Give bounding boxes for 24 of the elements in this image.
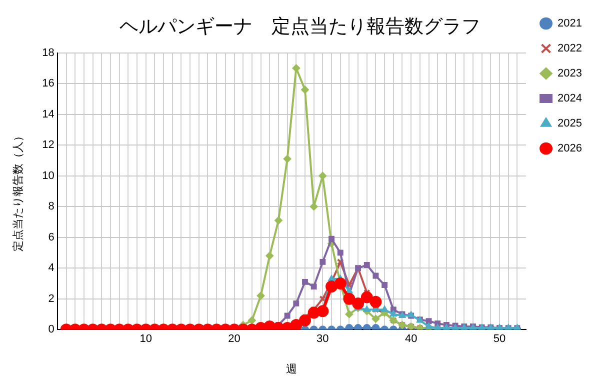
y-tick-label: 18 — [42, 46, 54, 59]
chart-title: ヘルパンギーナ 定点当たり報告数グラフ — [120, 16, 480, 38]
legend-label: 2025 — [558, 118, 582, 130]
legend-label: 2024 — [558, 92, 582, 105]
x-tick-label: 50 — [493, 333, 506, 346]
y-tick-label: 16 — [42, 78, 54, 90]
x-tick-label: 30 — [316, 333, 329, 346]
y-tick-label: 10 — [42, 170, 54, 182]
y-tick-label: 2 — [48, 292, 54, 305]
y-tick-label: 0 — [48, 324, 54, 336]
y-tick-label: 6 — [48, 231, 54, 244]
y-tick-label: 12 — [42, 139, 54, 152]
legend-label: 2021 — [558, 18, 582, 30]
x-tick-label: 40 — [404, 333, 418, 346]
x-tick-label: 20 — [228, 333, 240, 346]
x-tick-label: 10 — [140, 333, 152, 346]
legend-label: 2023 — [558, 68, 582, 80]
y-axis-title: 定点当たり報告数（人） — [12, 130, 25, 252]
x-axis-title: 週 — [286, 363, 298, 376]
legend-label: 2022 — [558, 42, 582, 55]
y-tick-label: 4 — [48, 262, 54, 274]
legend-label: 2026 — [558, 142, 582, 155]
y-tick-label: 14 — [42, 108, 54, 120]
y-tick-label: 8 — [48, 200, 54, 213]
